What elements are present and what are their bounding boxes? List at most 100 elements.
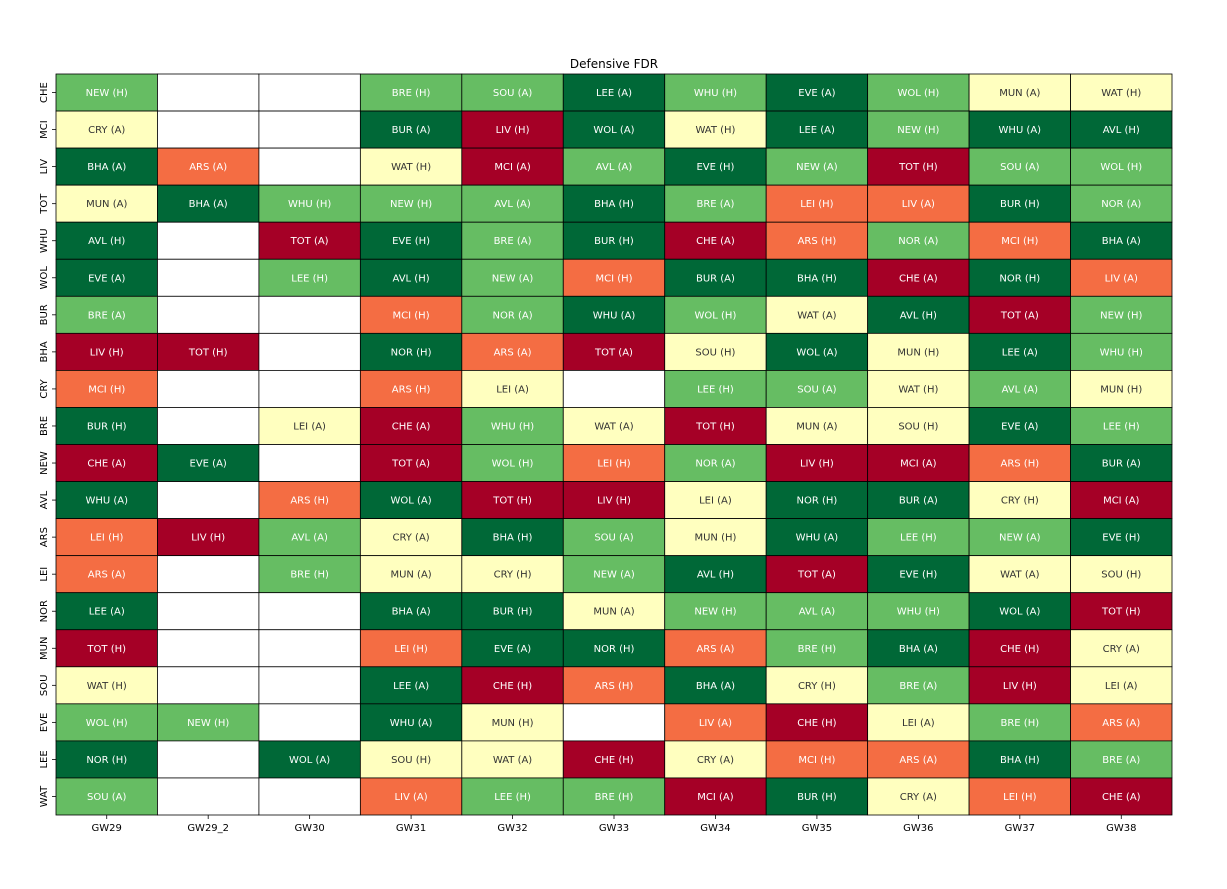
cell-label: MCI (A) (494, 162, 530, 173)
cell-label: BRE (H) (595, 792, 634, 803)
x-tick-label: GW29 (92, 823, 122, 834)
heatmap-cell (867, 110, 970, 149)
heatmap-cell (461, 332, 564, 371)
cell-label: NEW (H) (390, 199, 432, 210)
heatmap-cell (55, 221, 158, 260)
y-tick-label: CRY (39, 378, 50, 398)
cell-label: BRE (A) (1102, 755, 1140, 766)
y-tick-label: CHE (39, 82, 50, 103)
heatmap-cell (258, 332, 361, 371)
cell-label: SOU (A) (797, 384, 836, 395)
heatmap-cell (968, 444, 1071, 482)
cell-label: BHA (A) (392, 607, 431, 618)
heatmap-cell (461, 629, 564, 668)
cell-label: WHU (H) (491, 421, 534, 432)
y-tick-label: LEE (39, 750, 50, 768)
cell-label: EVE (H) (392, 236, 430, 247)
cell-label: CRY (A) (88, 125, 125, 136)
heatmap-cell (258, 73, 361, 112)
cell-label: ARS (A) (1102, 718, 1140, 729)
heatmap-cell (664, 332, 767, 371)
cell-label: CHE (H) (594, 755, 633, 766)
heatmap-cell (258, 777, 361, 816)
heatmap-cell (765, 666, 869, 705)
cell-label: LIV (A) (699, 718, 732, 729)
y-tick-label: MUN (39, 637, 50, 660)
heatmap-cell (664, 481, 767, 519)
cell-label: CHE (H) (493, 681, 532, 692)
heatmap-cell (359, 295, 463, 334)
x-tick-label: GW34 (700, 823, 730, 834)
heatmap-cell (55, 666, 158, 705)
heatmap-cell (157, 258, 260, 297)
heatmap-cell (968, 221, 1071, 260)
heatmap-cell (664, 221, 767, 260)
heatmap-cell (765, 369, 869, 408)
cell-label: LEI (A) (293, 421, 326, 432)
cell-label: CRY (A) (697, 755, 734, 766)
cell-label: CRY (H) (798, 681, 836, 692)
cell-label: BUR (H) (493, 607, 533, 618)
cell-label: WOL (H) (897, 88, 939, 99)
y-tick-label: LIV (39, 159, 50, 175)
heatmap-cell (1070, 295, 1173, 334)
heatmap-cell (765, 73, 869, 112)
cell-label: AVL (H) (1103, 125, 1140, 136)
cell-label: EVE (A) (1001, 421, 1038, 432)
cell-label: ARS (H) (1000, 459, 1039, 470)
cell-label: BHA (H) (1000, 755, 1040, 766)
heatmap-cell (157, 295, 260, 334)
heatmap-cell (359, 703, 463, 742)
heatmap-cell (562, 258, 666, 297)
cell-label: LEI (H) (394, 644, 427, 655)
heatmap-cell (562, 369, 666, 408)
cell-label: BRE (A) (899, 681, 937, 692)
cell-label: LIV (H) (90, 347, 124, 358)
cell-label: TOT (H) (1101, 607, 1141, 618)
cell-label: WOL (H) (695, 310, 737, 321)
cell-label: BHA (H) (797, 273, 837, 284)
heatmap-cell (157, 332, 260, 371)
cell-label: NEW (H) (1100, 310, 1142, 321)
x-tick-label: GW33 (599, 823, 629, 834)
cell-label: TOT (A) (391, 459, 430, 470)
heatmap-cell (461, 147, 564, 186)
cell-label: BHA (A) (1102, 236, 1141, 247)
heatmap-cells: NEW (H) BRE (H) SOU (A) LEE (A) WHU (H) EVE (… (55, 73, 1173, 816)
heatmap-cell (867, 184, 970, 223)
cell-label: EVE (H) (696, 162, 734, 173)
cell-label: WAT (A) (493, 755, 532, 766)
heatmap-cell (359, 73, 463, 112)
cell-label: BHA (A) (899, 644, 938, 655)
cell-label: LEE (A) (393, 681, 429, 692)
cell-label: CRY (H) (494, 570, 532, 581)
cell-label: BUR (A) (696, 273, 735, 284)
cell-label: MCI (H) (1001, 236, 1038, 247)
heatmap-cell (968, 777, 1071, 816)
heatmap-cell (1070, 147, 1173, 186)
heatmap-cell (968, 147, 1071, 186)
cell-label: BRE (H) (392, 88, 431, 99)
cell-label: LIV (A) (1105, 273, 1138, 284)
cell-label: WAT (A) (1000, 570, 1039, 581)
cell-label: BHA (H) (594, 199, 634, 210)
cell-label: CHE (A) (392, 421, 431, 432)
cell-label: MCI (H) (798, 755, 835, 766)
cell-label: LIV (H) (191, 533, 225, 544)
x-tick-label: GW32 (497, 823, 527, 834)
heatmap-cell (157, 221, 260, 260)
heatmap-cell (867, 295, 970, 334)
heatmap-cell (968, 110, 1071, 149)
cell-label: ARS (H) (290, 496, 329, 507)
cell-label: MUN (H) (492, 718, 534, 729)
heatmap-cell (968, 332, 1071, 371)
heatmap-cell (258, 444, 361, 482)
heatmap-cell (258, 184, 361, 223)
cell-label: WHU (A) (593, 310, 636, 321)
heatmap-cell (157, 666, 260, 705)
cell-label: ARS (A) (494, 347, 532, 358)
heatmap-cell (359, 518, 463, 557)
cell-label: SOU (A) (493, 88, 532, 99)
heatmap-cell (258, 110, 361, 149)
cell-label: NEW (H) (187, 718, 229, 729)
